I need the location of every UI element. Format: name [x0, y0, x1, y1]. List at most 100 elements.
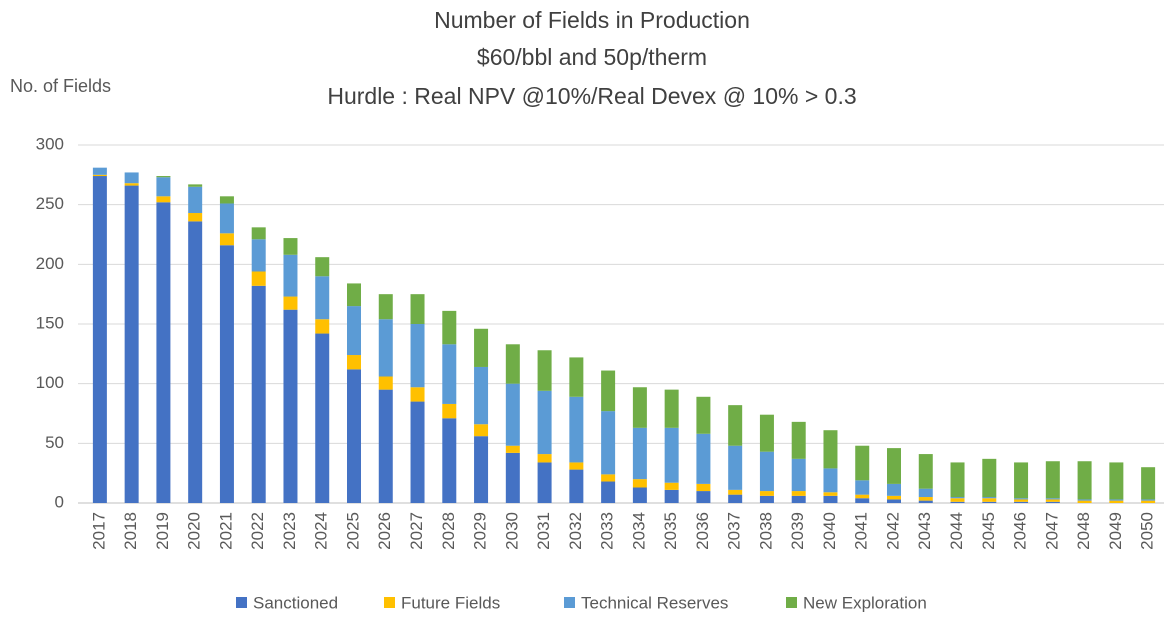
bar-segment [1045, 461, 1060, 499]
bar-segment [315, 333, 330, 503]
x-tick-label: 2045 [979, 512, 998, 550]
x-tick-label: 2020 [185, 512, 204, 550]
bar-segment [1014, 498, 1029, 500]
y-tick-label: 200 [36, 254, 64, 273]
legend-swatch [786, 597, 797, 608]
x-tick-label: 2025 [343, 512, 362, 550]
bar-segment [887, 499, 901, 503]
bar-segment [950, 462, 965, 498]
bar-segment [887, 495, 901, 500]
legend-label: Sanctioned [253, 593, 338, 612]
bar-segment [823, 495, 838, 503]
chart-title: Hurdle : Real NPV @10%/Real Devex @ 10% … [327, 83, 856, 109]
x-tick-label: 2018 [121, 512, 140, 550]
bar-segment [251, 239, 266, 272]
x-tick-label: 2048 [1074, 512, 1093, 550]
bar-segment [759, 451, 774, 492]
bar-segment [918, 500, 933, 503]
bar-segment [759, 495, 774, 503]
bar-segment [569, 357, 584, 397]
bar-segment [569, 396, 584, 463]
x-tick-label: 2027 [407, 512, 426, 550]
bar-segment [219, 245, 234, 504]
legend-swatch [564, 597, 575, 608]
bar-segment [632, 427, 647, 480]
bar-segment [950, 498, 965, 502]
x-tick-label: 2039 [788, 512, 807, 550]
y-tick-label: 0 [55, 492, 64, 511]
x-tick-label: 2036 [693, 512, 712, 550]
bar-segment [156, 176, 171, 178]
bar-segment [918, 488, 933, 498]
bar-segment [124, 185, 139, 503]
bar-segment [537, 454, 552, 463]
bar-segment [1077, 461, 1092, 500]
x-tick-label: 2029 [471, 512, 490, 550]
x-tick-label: 2030 [502, 512, 521, 550]
x-tick-label: 2034 [629, 512, 648, 550]
bar-segment [92, 167, 107, 175]
bar-segment [347, 283, 361, 307]
x-tick-label: 2028 [439, 512, 458, 550]
bar-segment [1077, 499, 1092, 501]
bar-segment [632, 479, 647, 488]
bar-segment [410, 324, 425, 388]
y-tick-label: 100 [36, 373, 64, 392]
bar-segment [759, 414, 774, 452]
bar-segment [92, 176, 107, 503]
bar-segment [474, 424, 489, 437]
x-tick-label: 2017 [89, 512, 108, 550]
bar-segment [696, 491, 711, 503]
bar-segment [791, 491, 806, 496]
bar-segment [251, 271, 266, 286]
bar-segment [664, 482, 679, 490]
bar-segment [219, 203, 234, 234]
bar-segment [378, 319, 393, 377]
bar-segment [601, 370, 616, 412]
bar-segment [601, 411, 616, 475]
bar-segment [887, 483, 901, 496]
x-tick-label: 2050 [1138, 512, 1157, 550]
x-tick-label: 2021 [216, 512, 235, 550]
bar-segment [855, 498, 870, 503]
bar-segment [601, 474, 616, 482]
x-tick-label: 2037 [725, 512, 744, 550]
x-tick-label: 2023 [280, 512, 299, 550]
x-tick-label: 2032 [566, 512, 585, 550]
bar-segment [410, 294, 425, 324]
chart-title: Number of Fields in Production [434, 7, 750, 33]
bar-segment [855, 494, 870, 499]
bar-segment [1045, 501, 1060, 503]
bar-segment [315, 257, 330, 277]
x-tick-label: 2024 [312, 512, 331, 550]
bar-segment [887, 448, 901, 484]
bar-segment [188, 213, 203, 222]
x-tick-label: 2043 [915, 512, 934, 550]
x-tick-label: 2035 [661, 512, 680, 550]
bar-segment [283, 296, 298, 310]
bar-segment [347, 355, 361, 370]
bar-segment [696, 433, 711, 484]
x-tick-label: 2046 [1011, 512, 1030, 550]
bar-segment [696, 483, 711, 492]
bar-segment [442, 418, 457, 503]
bar-segment [728, 445, 743, 490]
bar-segment [759, 491, 774, 496]
bar-segment [410, 387, 425, 402]
bar-segment [156, 196, 171, 203]
bar-segment [251, 285, 266, 503]
bar-segment [664, 427, 679, 483]
x-tick-label: 2041 [852, 512, 871, 550]
bar-segment [505, 344, 520, 384]
bar-segment [505, 383, 520, 446]
bar-segment [950, 497, 965, 499]
bar-segment [1014, 501, 1029, 503]
x-tick-label: 2031 [534, 512, 553, 550]
bar-segment [505, 445, 520, 453]
bar-segment [982, 458, 997, 498]
bar-segment [1014, 462, 1029, 499]
bar-segment [219, 196, 234, 204]
bar-segment [378, 294, 393, 320]
bar-segment [156, 177, 171, 197]
